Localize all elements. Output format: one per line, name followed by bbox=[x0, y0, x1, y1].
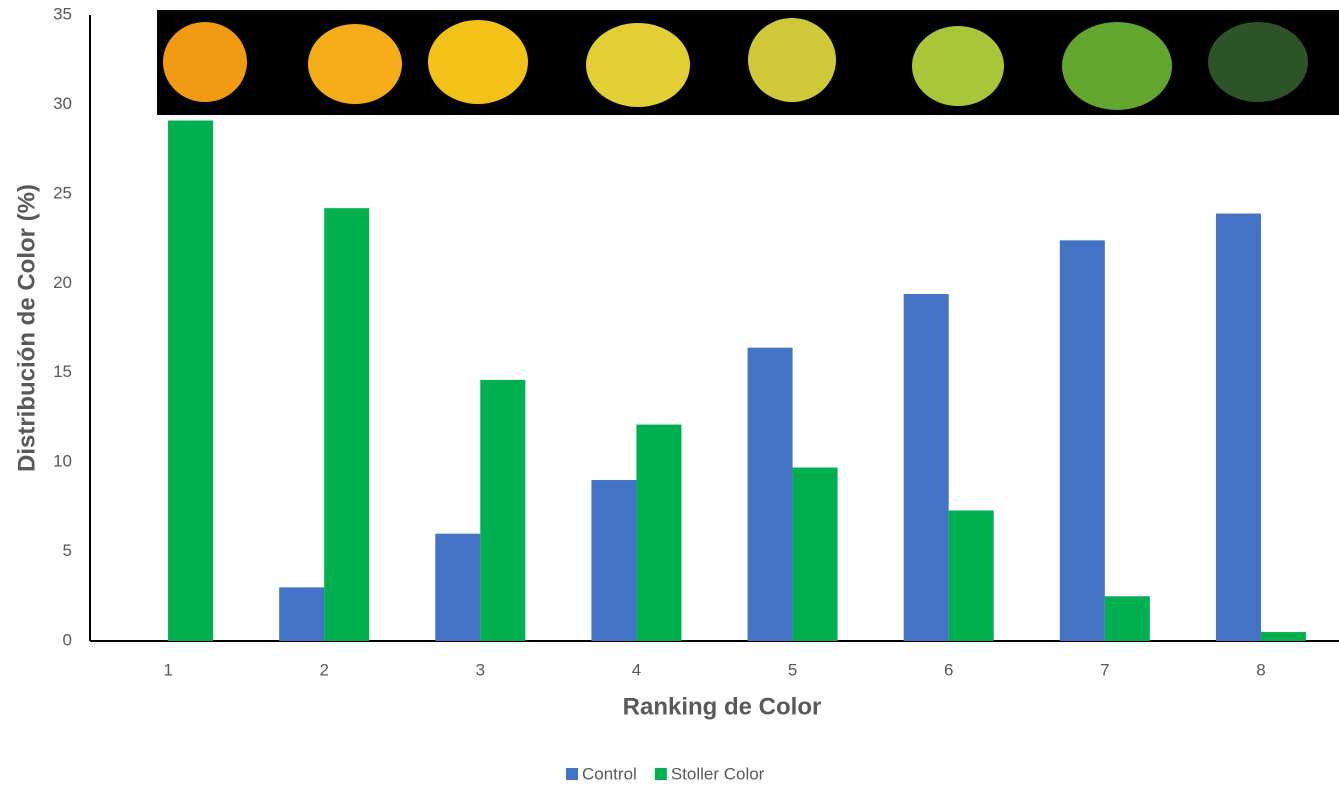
x-tick-label: 5 bbox=[788, 660, 797, 679]
fruit bbox=[748, 18, 836, 102]
bar bbox=[591, 480, 637, 641]
y-tick-label: 30 bbox=[53, 94, 72, 113]
fruit-strip bbox=[157, 10, 1339, 115]
x-axis-title: Ranking de Color bbox=[623, 693, 822, 720]
bar bbox=[168, 120, 214, 642]
fruit bbox=[428, 20, 528, 104]
y-tick-label: 5 bbox=[63, 541, 72, 560]
fruit bbox=[1062, 22, 1172, 110]
bar bbox=[948, 510, 994, 641]
bar bbox=[324, 208, 370, 641]
bar bbox=[435, 533, 481, 641]
fruit bbox=[586, 23, 690, 107]
y-tick-label: 10 bbox=[53, 452, 72, 471]
y-tick-label: 15 bbox=[53, 362, 72, 381]
legend-swatch bbox=[566, 768, 578, 780]
legend-label: Stoller Color bbox=[671, 764, 765, 783]
fruit bbox=[912, 26, 1004, 106]
bar bbox=[480, 379, 526, 641]
bar bbox=[792, 467, 838, 641]
fruit bbox=[308, 24, 402, 104]
bar bbox=[1260, 632, 1306, 641]
bar bbox=[1104, 596, 1150, 641]
y-axis-title: Distribución de Color (%) bbox=[13, 184, 40, 472]
x-tick-label: 8 bbox=[1256, 660, 1265, 679]
fruit bbox=[1208, 22, 1308, 102]
x-tick-label: 7 bbox=[1100, 660, 1109, 679]
y-tick-label: 0 bbox=[63, 630, 72, 649]
bar bbox=[1059, 240, 1105, 642]
legend-swatch bbox=[654, 768, 667, 780]
x-tick-label: 1 bbox=[163, 660, 172, 679]
x-tick-label: 6 bbox=[944, 660, 953, 679]
x-tick-label: 2 bbox=[319, 660, 328, 679]
bar bbox=[747, 347, 793, 641]
x-tick-label: 3 bbox=[476, 660, 485, 679]
bar bbox=[1215, 213, 1261, 641]
legend-label: Control bbox=[582, 764, 637, 783]
x-tick-label: 4 bbox=[632, 660, 641, 679]
y-tick-label: 25 bbox=[53, 183, 72, 202]
bar bbox=[636, 424, 682, 641]
fruit bbox=[163, 22, 247, 102]
y-tick-label: 20 bbox=[53, 273, 72, 292]
bar bbox=[903, 294, 949, 641]
y-tick-label: 35 bbox=[53, 4, 72, 23]
bar bbox=[279, 587, 325, 641]
